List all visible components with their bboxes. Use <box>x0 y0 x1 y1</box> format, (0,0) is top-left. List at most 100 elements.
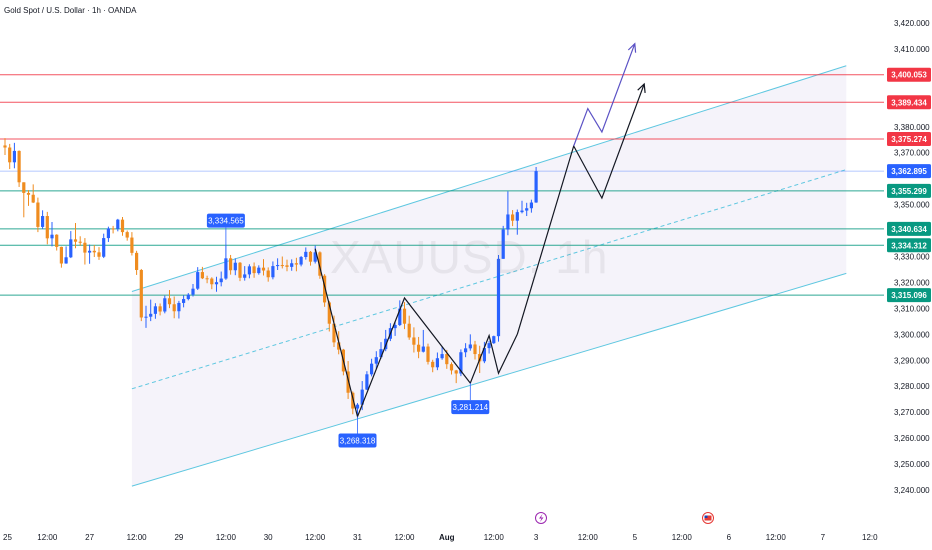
candle-body <box>88 250 92 253</box>
candle-body <box>92 250 96 253</box>
candle-body <box>243 274 247 278</box>
us-flag-icon <box>704 515 712 521</box>
candle-body <box>445 354 449 365</box>
candle-body <box>97 252 101 257</box>
candle-body <box>252 266 256 274</box>
projection-arrowhead-1 <box>637 82 646 93</box>
candle-body <box>78 241 82 243</box>
x-tick-label: 7 <box>821 533 826 542</box>
candle-body <box>271 266 275 278</box>
candle-body <box>492 336 496 344</box>
candle-body <box>398 308 402 326</box>
y-tick-label: 3,250.000 <box>894 460 930 469</box>
y-tick-label: 3,300.000 <box>894 330 930 339</box>
candle-body <box>120 219 125 233</box>
callout-label: 3,281.214 <box>453 403 489 412</box>
candle-body <box>313 252 317 262</box>
candle-body <box>149 313 153 317</box>
candle-body <box>285 265 289 267</box>
candle-body <box>8 147 12 163</box>
x-tick-label: 6 <box>727 533 732 542</box>
channel-fill <box>131 65 847 487</box>
candle-body <box>412 337 416 345</box>
candle-body <box>182 299 186 303</box>
candle-body <box>73 239 78 242</box>
channel-lower-line <box>131 272 847 487</box>
y-tick-label: 3,280.000 <box>894 382 930 391</box>
y-tick-label: 3,420.000 <box>894 19 930 28</box>
x-tick-label: 30 <box>264 533 273 542</box>
candle-body <box>318 252 322 276</box>
y-tick-label: 3,410.000 <box>894 45 930 54</box>
x-tick-label: 12:00 <box>578 533 599 542</box>
candle-body <box>233 262 237 271</box>
y-tick-label: 3,350.000 <box>894 201 930 210</box>
candle-body <box>26 192 31 195</box>
x-tick-label: 12:00 <box>394 533 415 542</box>
candle-body <box>219 278 223 283</box>
candle-body <box>229 258 233 271</box>
candle-body <box>323 275 327 303</box>
candle-body <box>50 234 54 239</box>
level-tag-label: 3,315.096 <box>891 291 927 300</box>
x-tick-label: 12:0 <box>862 533 878 542</box>
level-tag-label: 3,340.634 <box>891 225 927 234</box>
level-tag-label: 3,362.895 <box>891 167 927 176</box>
candle-body <box>506 214 510 230</box>
candle-body <box>374 357 378 364</box>
level-tag <box>887 288 931 303</box>
candle-body <box>200 272 204 279</box>
candle-body <box>59 246 63 264</box>
candle-body <box>449 364 454 371</box>
candle-body <box>36 202 40 227</box>
x-tick-label: 12:00 <box>305 533 326 542</box>
candle-body <box>332 323 336 343</box>
callout-box <box>206 213 245 228</box>
candle-body <box>482 348 486 362</box>
x-tick-label: 12:00 <box>127 533 148 542</box>
candle-body <box>459 352 463 374</box>
y-tick-label: 3,270.000 <box>894 408 930 417</box>
candle-body <box>290 263 294 267</box>
x-tick-label: 27 <box>85 533 94 542</box>
candle-body <box>111 228 115 230</box>
candle-body <box>153 306 157 314</box>
candle-body <box>163 298 167 312</box>
level-tag-label: 3,334.312 <box>891 241 927 250</box>
y-tick-label: 3,320.000 <box>894 278 930 287</box>
candle-body <box>106 228 110 239</box>
level-tag <box>887 95 931 110</box>
candle-body <box>468 344 472 349</box>
candle-body <box>139 269 143 318</box>
candle-body <box>172 304 176 312</box>
level-tag <box>887 183 931 198</box>
candle-body <box>365 374 369 390</box>
x-tick-label: 5 <box>633 533 638 542</box>
candle-body <box>45 216 49 239</box>
candle-body <box>116 219 120 229</box>
candle-body <box>158 306 162 312</box>
candle-body <box>64 257 68 264</box>
level-tag-label: 3,400.053 <box>891 71 927 80</box>
candle-body <box>426 346 430 362</box>
candle-body <box>196 272 200 289</box>
x-tick-label: 12:00 <box>37 533 58 542</box>
candle-body <box>135 252 139 270</box>
callout-box <box>451 400 490 415</box>
projection-path-2 <box>573 43 636 147</box>
level-tag <box>887 238 931 253</box>
symbol-watermark: XAUUSD, 1h <box>330 231 609 283</box>
candle-body <box>3 145 7 148</box>
candle-body <box>205 278 209 280</box>
candle-body <box>130 237 134 253</box>
callout-label: 3,268.318 <box>340 437 376 446</box>
candle-body <box>167 298 172 305</box>
level-tag-label: 3,355.299 <box>891 187 927 196</box>
projection-arrowhead-2 <box>627 42 637 53</box>
channel-midline <box>131 169 847 390</box>
candle-body <box>191 288 195 295</box>
x-tick-label: 12:00 <box>484 533 505 542</box>
candle-body <box>473 344 477 355</box>
